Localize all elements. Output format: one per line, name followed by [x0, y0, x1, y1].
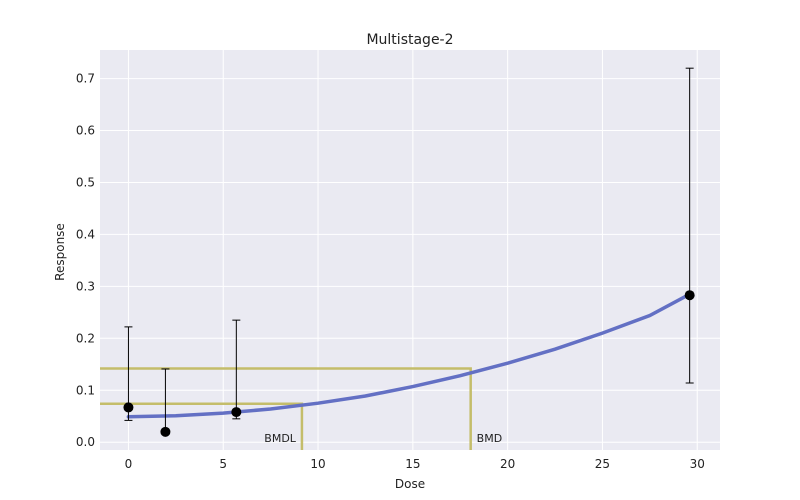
bmd-line: [100, 367, 472, 450]
annotations: BMDL BMD: [264, 432, 502, 445]
data-point: [160, 426, 171, 437]
error-bar: [685, 67, 694, 384]
plot-area: [100, 50, 720, 450]
x-axis-label: Dose: [395, 477, 425, 491]
x-tick-label: 20: [500, 457, 515, 471]
bmdl-label: BMDL: [264, 432, 297, 445]
x-tick-label: 10: [310, 457, 325, 471]
x-tick-label: 25: [595, 457, 610, 471]
y-tick-label: 0.7: [76, 72, 95, 86]
y-tick-label: 0.1: [76, 383, 95, 397]
y-tick-label: 0.5: [76, 175, 95, 189]
x-tick-label: 5: [219, 457, 227, 471]
chart-title: Multistage-2: [366, 32, 453, 48]
y-axis-label: Response: [53, 223, 67, 281]
y-tick-label: 0.4: [76, 227, 95, 241]
y-tick-label: 0.0: [76, 435, 95, 449]
error-bar: [232, 319, 241, 420]
data-point: [123, 402, 134, 413]
y-tick-labels: 0.0 0.1 0.2 0.3 0.4 0.5 0.6 0.7: [76, 72, 95, 450]
y-tick-label: 0.3: [76, 279, 95, 293]
x-tick-label: 0: [125, 457, 133, 471]
data-point: [684, 290, 695, 301]
data-point: [231, 407, 242, 418]
y-tick-label: 0.2: [76, 331, 95, 345]
data-points: [123, 290, 695, 437]
grid-lines: [100, 50, 720, 450]
x-tick-labels: 0 5 10 15 20 25 30: [125, 457, 705, 471]
bmd-label: BMD: [477, 432, 503, 445]
y-tick-label: 0.6: [76, 124, 95, 138]
model-curve: [126, 292, 692, 419]
x-tick-label: 30: [690, 457, 705, 471]
x-tick-label: 15: [405, 457, 420, 471]
